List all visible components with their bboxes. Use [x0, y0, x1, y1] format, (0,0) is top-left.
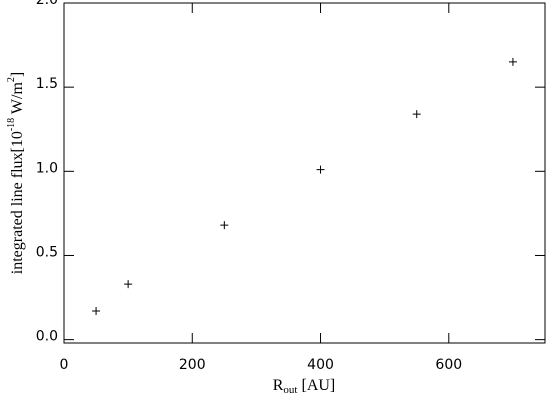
y-tick-label: 0.5 [36, 244, 58, 260]
y-tick-label: 0.0 [36, 329, 58, 345]
point [508, 57, 517, 66]
x-tick-label: 400 [307, 357, 334, 373]
point [220, 221, 229, 230]
x-label-main: R [273, 377, 284, 394]
plot-frame [63, 2, 546, 344]
x-tick-label: 600 [435, 357, 462, 373]
y-tick-label: 1.5 [36, 76, 58, 92]
y-label-sup: 2 [6, 77, 17, 82]
point [92, 307, 101, 316]
y-label-sup: -18 [6, 118, 17, 131]
y-label-main: integrated line flux[10 [9, 131, 26, 274]
y-axis-label: integrated line flux[10-18 W/m2] [6, 72, 25, 274]
x-tick-label: 0 [60, 357, 69, 373]
y-tick-label: 1.0 [36, 160, 58, 176]
point [124, 280, 133, 289]
y-tick-label: 2.0 [36, 0, 58, 8]
y-label-mid: W/m [9, 82, 26, 118]
x-axis-label: Rout [AU] [273, 377, 336, 396]
point [316, 165, 325, 174]
y-label-end: ] [9, 72, 26, 77]
x-tick-label: 200 [179, 357, 206, 373]
point [412, 110, 421, 119]
x-label-rest: [AU] [297, 377, 335, 394]
x-label-sub: out [283, 384, 297, 396]
